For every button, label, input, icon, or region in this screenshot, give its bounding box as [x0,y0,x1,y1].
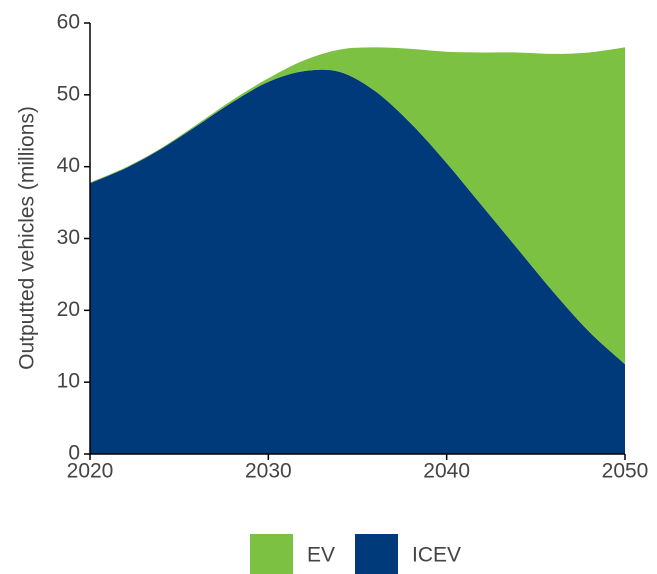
y-tick-label: 60 [57,11,80,34]
legend-swatch [355,534,399,574]
legend-swatch [250,534,293,574]
y-tick-label: 30 [57,226,80,249]
y-tick-label: 20 [57,298,80,321]
legend-label: EV [307,544,335,567]
y-tick-label: 50 [57,82,80,105]
x-tick-label: 2040 [423,460,470,483]
x-tick-label: 2050 [602,460,649,483]
area [90,69,625,454]
y-tick-label: 10 [57,370,80,393]
y-tick-label: 40 [57,154,80,177]
y-axis-label: Outputted vehicles (millions) [16,106,39,370]
y-tick-label: 0 [68,442,80,465]
area [90,47,625,365]
legend-label: ICEV [412,544,461,567]
x-tick-label: 2030 [245,460,292,483]
x-tick-label: 2020 [67,460,114,483]
